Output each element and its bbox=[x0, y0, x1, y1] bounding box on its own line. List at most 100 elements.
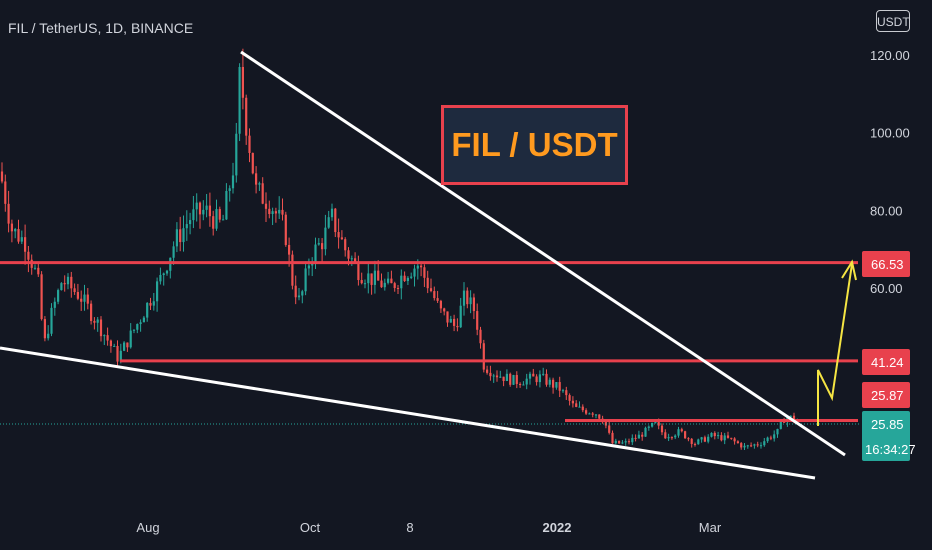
candle-body bbox=[96, 319, 99, 323]
candle-body bbox=[314, 244, 317, 263]
candle-body bbox=[129, 330, 132, 348]
candle-body bbox=[159, 275, 162, 282]
candle-body bbox=[175, 229, 178, 247]
candle-body bbox=[446, 311, 449, 323]
candle-body bbox=[73, 288, 76, 293]
candle-body bbox=[106, 335, 109, 341]
candle-body bbox=[631, 437, 634, 443]
candle-body bbox=[489, 372, 492, 377]
candle-body bbox=[779, 421, 782, 429]
candle-body bbox=[664, 432, 667, 439]
candle-body bbox=[697, 439, 700, 445]
candle-body bbox=[598, 414, 601, 419]
candle-body bbox=[40, 274, 43, 320]
candle-body bbox=[634, 437, 637, 439]
price-axis[interactable]: 120.00 100.00 80.00 60.00 bbox=[870, 48, 910, 296]
candle-body bbox=[222, 219, 225, 221]
candle-body bbox=[792, 415, 796, 421]
candle-body bbox=[225, 190, 228, 220]
candle-body bbox=[469, 297, 472, 305]
symbol-title: FIL / TetherUS, 1D, BINANCE bbox=[8, 20, 194, 36]
candle-body bbox=[746, 445, 749, 447]
candle-body bbox=[344, 239, 347, 251]
candle-body bbox=[660, 425, 664, 433]
y-tick-label: 100.00 bbox=[870, 126, 910, 141]
candle-body bbox=[555, 382, 558, 388]
candle-body bbox=[169, 257, 172, 271]
candle-body bbox=[670, 437, 673, 439]
candle-body bbox=[370, 273, 373, 285]
candle-body bbox=[624, 441, 627, 443]
candle-body bbox=[410, 276, 413, 278]
candle-body bbox=[360, 280, 363, 284]
candle-body bbox=[10, 223, 13, 232]
candle-body bbox=[723, 435, 726, 441]
candle-body bbox=[264, 203, 268, 209]
candle-body bbox=[621, 442, 624, 444]
candle-body bbox=[7, 203, 10, 224]
candle-body bbox=[466, 290, 469, 305]
candle-body bbox=[750, 445, 753, 447]
candle-body bbox=[139, 322, 142, 325]
title-annotation-box: FIL / USDT bbox=[441, 105, 628, 185]
candle-body bbox=[20, 237, 23, 242]
x-tick-label: Oct bbox=[300, 520, 321, 535]
y-tick-label: 120.00 bbox=[870, 48, 910, 63]
candle-body bbox=[453, 318, 456, 326]
currency-button[interactable]: USDT bbox=[876, 10, 910, 32]
candle-body bbox=[198, 202, 202, 215]
candle-body bbox=[565, 390, 568, 396]
candle-body bbox=[472, 297, 475, 312]
candle-body bbox=[766, 437, 769, 442]
candle-body bbox=[383, 282, 386, 288]
candle-body bbox=[367, 273, 370, 284]
price-label-value: 25.87 bbox=[871, 388, 904, 403]
candle-body bbox=[330, 208, 334, 218]
candle-body bbox=[57, 290, 60, 302]
candle-body bbox=[756, 444, 759, 446]
y-tick-label: 80.00 bbox=[870, 203, 903, 218]
candle-body bbox=[456, 325, 459, 328]
candle-body bbox=[568, 395, 571, 401]
time-axis[interactable]: Aug Oct 8 2022 Mar bbox=[136, 520, 721, 535]
candle-body bbox=[512, 375, 515, 385]
candle-body bbox=[238, 67, 241, 134]
candle-body bbox=[354, 258, 357, 262]
candle-body bbox=[657, 422, 660, 426]
candle-body bbox=[406, 277, 409, 282]
candle-body bbox=[443, 308, 446, 312]
candle-body bbox=[4, 181, 7, 204]
candle-body bbox=[337, 232, 340, 238]
lower-trend-line bbox=[0, 346, 816, 480]
candle-body bbox=[528, 373, 532, 379]
candle-body bbox=[0, 171, 4, 182]
candle-body bbox=[763, 441, 766, 446]
candle-body bbox=[783, 421, 786, 423]
candle-body bbox=[288, 244, 291, 255]
price-labels: 66.53 41.24 25.87 25.85 16:34:27 bbox=[862, 251, 916, 461]
candle-body bbox=[720, 435, 723, 441]
bar-countdown: 16:34:27 bbox=[865, 442, 916, 457]
candle-body bbox=[703, 437, 706, 442]
candle-body bbox=[753, 444, 756, 446]
candle-body bbox=[519, 383, 522, 385]
candle-body bbox=[334, 208, 337, 233]
candle-body bbox=[690, 438, 693, 444]
candle-body bbox=[429, 288, 433, 292]
projection-arrow bbox=[817, 263, 853, 426]
candle-body bbox=[585, 410, 588, 414]
candle-body bbox=[759, 445, 763, 447]
candle-body bbox=[80, 298, 83, 302]
candle-body bbox=[641, 434, 644, 437]
candle-body bbox=[548, 379, 551, 385]
candle-body bbox=[347, 250, 350, 259]
candle-body bbox=[373, 270, 376, 285]
candle-body bbox=[291, 254, 294, 286]
candle-body bbox=[647, 426, 650, 428]
candle-body bbox=[70, 276, 73, 289]
candle-body bbox=[575, 403, 578, 407]
candle-body bbox=[769, 437, 772, 439]
candle-body bbox=[185, 224, 188, 229]
candle-body bbox=[740, 443, 743, 448]
